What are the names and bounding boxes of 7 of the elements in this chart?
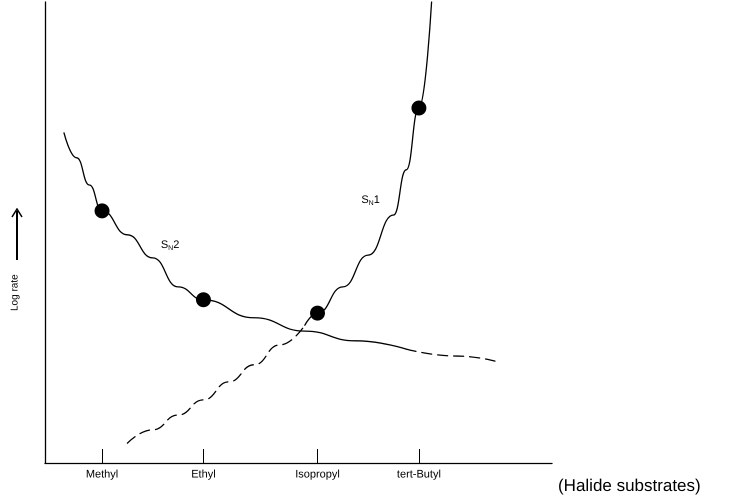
x-tick-label: tert-Butyl (396, 468, 441, 480)
x-tick-label: Ethyl (191, 468, 216, 480)
y-axis-title: Log rate (10, 274, 20, 311)
x-tick-label: Methyl (86, 468, 118, 480)
x-tick-label: Isopropyl (295, 468, 340, 480)
point (411, 100, 426, 116)
x-axis-title: (Halide substrates) (558, 476, 701, 495)
